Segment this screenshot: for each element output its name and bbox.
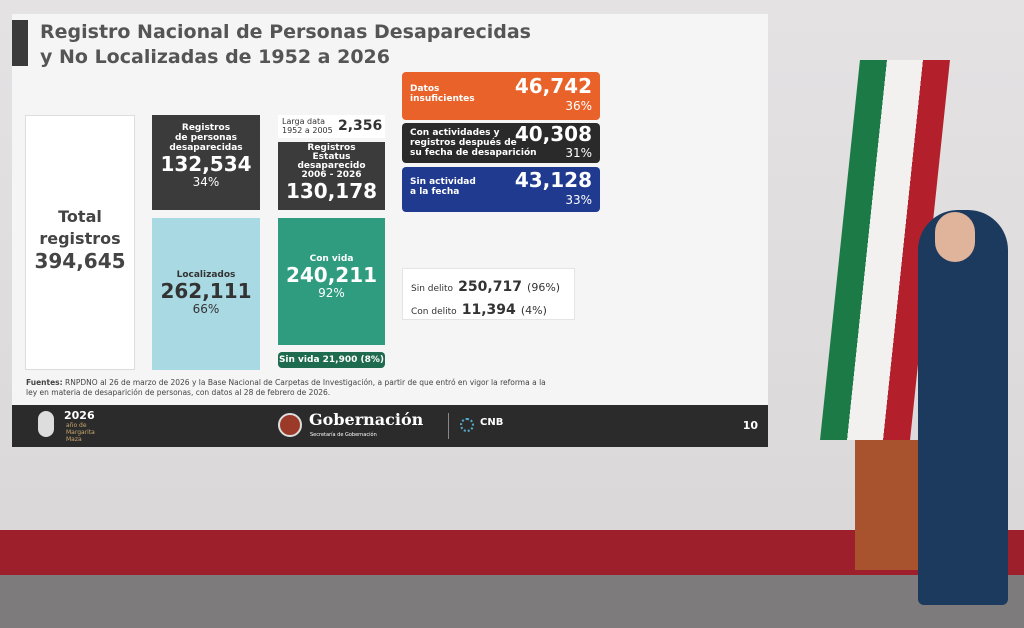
box-percent: 66% bbox=[192, 302, 220, 316]
insuficientes-box: Datos insuficientes 46,742 36% bbox=[402, 72, 600, 120]
delito-value: 11,394 bbox=[461, 302, 516, 318]
footer-seal bbox=[278, 413, 302, 437]
sources: Fuentes: RNPDNO al 26 de marzo de 2026 y… bbox=[26, 378, 546, 398]
sin-vida-pill: Sin vida 21,900 (8%) bbox=[278, 352, 385, 368]
box-label: su fecha de desaparición bbox=[410, 148, 537, 158]
box-percent: 92% bbox=[318, 286, 345, 300]
box-value: 130,178 bbox=[285, 179, 378, 203]
footer-bar: 2026 año de Margarita Maza Gobernación Sec… bbox=[12, 405, 768, 447]
con-vida-box: Con vida 240,211 92% bbox=[278, 218, 385, 345]
estatus-box: Registros Estatus desaparecido 2006 - 20… bbox=[278, 142, 385, 210]
box-percent: 36% bbox=[565, 99, 592, 113]
page-number: 10 bbox=[742, 419, 758, 432]
cnb-icon bbox=[460, 418, 474, 432]
box-label: a la fecha bbox=[410, 187, 460, 197]
title-line: y No Localizadas de 1952 a 2026 bbox=[40, 46, 390, 68]
box-label: Sin actividad bbox=[410, 177, 476, 187]
speaker bbox=[918, 210, 1008, 605]
total-label: Total bbox=[58, 207, 102, 226]
delito-label: Sin delito bbox=[411, 284, 454, 294]
box-value: 262,111 bbox=[160, 279, 252, 303]
box-label: de personas bbox=[174, 133, 238, 143]
box-label: insuficientes bbox=[410, 94, 475, 104]
slide-title: Registro Nacional de Personas Desapareci… bbox=[40, 20, 531, 70]
title-accent bbox=[12, 20, 28, 66]
sources-text: RNPDNO al 26 de marzo de 2026 y la Base … bbox=[26, 378, 546, 397]
box-label: desaparecido bbox=[297, 161, 366, 171]
larga-data-box: Larga data 1952 a 2005 2,356 bbox=[278, 115, 385, 138]
box-label: 2006 - 2026 bbox=[301, 170, 362, 180]
speaker-head bbox=[935, 212, 975, 262]
footer-brand: Gobernación bbox=[309, 410, 424, 429]
box-value: 2,356 bbox=[338, 118, 383, 134]
localizados-box: Localizados 262,111 66% bbox=[152, 218, 260, 370]
delito-box: Sin delito 250,717 (96%) Con delito 11,3… bbox=[402, 268, 575, 320]
footer-emblem bbox=[38, 411, 54, 437]
box-value: 40,308 bbox=[514, 122, 592, 146]
desaparecidas-box: Registros de personas desaparecidas 132,… bbox=[152, 115, 260, 210]
footer-brand-caption: Secretaría de Gobernación bbox=[310, 432, 377, 438]
box-label: Estatus bbox=[312, 152, 351, 162]
footer-year: 2026 bbox=[64, 409, 95, 422]
box-percent: (8%) bbox=[360, 355, 385, 365]
total-box: Total registros 394,645 bbox=[25, 115, 135, 370]
box-label: desaparecidas bbox=[169, 143, 243, 153]
box-label: Sin vida bbox=[278, 355, 320, 365]
box-label: Larga data bbox=[282, 117, 326, 126]
slide: Registro Nacional de Personas Desapareci… bbox=[12, 14, 768, 447]
box-value: 46,742 bbox=[514, 74, 592, 98]
total-label: registros bbox=[39, 229, 121, 248]
box-value: 21,900 bbox=[322, 355, 358, 365]
box-label: Localizados bbox=[176, 270, 236, 280]
floor bbox=[0, 575, 1024, 628]
footer-caption: Maza bbox=[66, 436, 82, 443]
box-label: 1952 a 2005 bbox=[282, 126, 333, 135]
delito-label: Con delito bbox=[411, 307, 457, 317]
con-actividades-box: Con actividades y registros después de su … bbox=[402, 123, 600, 163]
footer-caption: año de bbox=[66, 422, 87, 429]
box-label: registros después de bbox=[410, 138, 517, 148]
box-label: Datos bbox=[410, 84, 440, 94]
delito-percent: (4%) bbox=[520, 304, 547, 317]
box-percent: 34% bbox=[192, 175, 220, 189]
box-label: Con actividades y bbox=[410, 128, 500, 138]
sources-label: Fuentes: bbox=[26, 378, 63, 387]
sin-actividad-box: Sin actividad a la fecha 43,128 33% bbox=[402, 167, 600, 212]
footer-cnb: CNB bbox=[480, 417, 504, 428]
delito-percent: (96%) bbox=[527, 281, 561, 294]
flag-stand bbox=[855, 440, 930, 570]
box-value: 240,211 bbox=[285, 263, 378, 287]
footer-caption: Margarita bbox=[66, 429, 95, 436]
box-label: Con vida bbox=[309, 254, 354, 264]
title-line: Registro Nacional de Personas Desapareci… bbox=[40, 21, 531, 43]
box-percent: 33% bbox=[565, 193, 592, 207]
total-value: 394,645 bbox=[34, 249, 126, 273]
red-band bbox=[0, 530, 1024, 575]
box-percent: 31% bbox=[565, 146, 592, 160]
box-label: Registros bbox=[181, 123, 231, 133]
footer-divider bbox=[448, 413, 449, 439]
box-value: 43,128 bbox=[514, 168, 592, 192]
delito-value: 250,717 bbox=[458, 279, 522, 295]
box-value: 132,534 bbox=[160, 152, 252, 176]
box-label: Registros bbox=[307, 143, 356, 153]
